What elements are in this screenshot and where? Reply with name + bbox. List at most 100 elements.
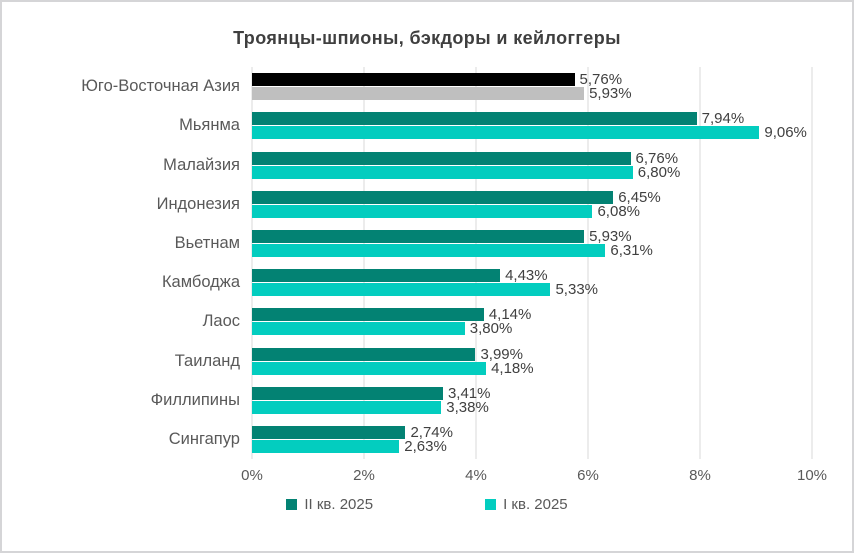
legend-label: I кв. 2025	[503, 496, 568, 513]
category-label: Малайзия	[163, 155, 240, 174]
x-tick-label: 8%	[689, 467, 711, 484]
bar-line-q1-2025: 4,18%	[252, 361, 812, 376]
category-label: Вьетнам	[174, 233, 240, 252]
bar-line-q1-2025: 2,63%	[252, 437, 812, 455]
bar-value-label: 3,80%	[469, 320, 513, 338]
bar-value-label: 6,76%	[635, 149, 679, 167]
bar-line-q1-2025: 9,06%	[252, 124, 812, 142]
bar-group: 7,94% 9,06%	[252, 110, 812, 142]
bar-group: 5,93% 6,31%	[252, 229, 812, 259]
bar-q2-2025	[252, 73, 575, 87]
bar-group: 3,41% 3,38%	[252, 384, 812, 415]
bar-q1-2025	[252, 439, 400, 453]
bar-q2-2025	[252, 269, 501, 283]
bar-line-q1-2025: 5,93%	[252, 85, 812, 103]
category-label: Лаос	[202, 312, 240, 331]
bar-line-q1-2025: 5,33%	[252, 281, 812, 299]
legend-swatch-q1-2025	[485, 499, 497, 510]
category-label: Мьянма	[179, 116, 240, 135]
category-label: Таиланд	[174, 351, 240, 370]
bar-value-label: 9,06%	[764, 124, 807, 142]
bar-value-label: 5,33%	[555, 281, 599, 299]
legend-swatch-q2-2025	[286, 499, 298, 510]
bar-value-label: 6,45%	[618, 188, 661, 206]
bar-value-label: 2,63%	[404, 437, 447, 455]
bar-value-label: 4,43%	[505, 267, 548, 285]
gridline-layer	[251, 67, 813, 459]
bar-group: 4,14% 3,80%	[252, 306, 812, 338]
bar-q2-2025	[252, 190, 614, 204]
bar-q2-2025	[252, 386, 443, 400]
legend-item-q2-2025: II кв. 2025	[286, 496, 373, 513]
bar-q1-2025	[252, 361, 487, 375]
bar-line-q2-2025: 5,76%	[252, 71, 812, 89]
bar-value-label: 5,93%	[589, 85, 632, 103]
category-row: Таиланд 3,99% 4,18%	[2, 341, 852, 380]
bar-group: 5,76% 5,93%	[252, 71, 812, 103]
bar-line-q2-2025: 5,93%	[252, 229, 812, 244]
category-row: Филлипины 3,41% 3,38%	[2, 381, 852, 420]
bar-q2-2025	[252, 425, 406, 439]
bar-value-label: 6,80%	[637, 163, 681, 181]
bar-value-label: 5,76%	[579, 71, 623, 89]
bar-q1-2025	[252, 204, 593, 218]
legend: II кв. 2025 I кв. 2025	[2, 496, 852, 513]
category-label: Юго-Восточная Азия	[81, 77, 240, 96]
category-row: Мьянма 7,94% 9,06%	[2, 106, 852, 145]
x-tick-label: 4%	[465, 467, 487, 484]
category-label: Филлипины	[150, 390, 240, 409]
bar-line-q2-2025: 3,41%	[252, 384, 812, 402]
bar-q1-2025	[252, 126, 760, 140]
bar-q2-2025	[252, 347, 476, 361]
bar-line-q2-2025: 6,45%	[252, 188, 812, 206]
category-row: Малайзия 6,76% 6,80%	[2, 145, 852, 184]
gridline	[699, 67, 701, 459]
bar-q2-2025	[252, 112, 697, 126]
legend-label: II кв. 2025	[304, 496, 374, 513]
gridline	[587, 67, 589, 459]
legend-item-q1-2025: I кв. 2025	[485, 496, 568, 513]
bar-group: 6,76% 6,80%	[252, 149, 812, 181]
bar-q1-2025	[252, 165, 633, 179]
bar-rows: Юго-Восточная Азия 5,76% 5,93% Мьянма 7,94% 9…	[2, 67, 852, 459]
category-label: Камбоджа	[161, 273, 240, 292]
gridline	[811, 67, 813, 459]
category-row: Вьетнам 5,93% 6,31%	[2, 224, 852, 263]
bar-value-label: 6,08%	[597, 202, 641, 220]
x-tick-label: 0%	[241, 467, 263, 484]
bar-q2-2025	[252, 151, 631, 165]
bar-value-label: 4,14%	[488, 306, 532, 324]
category-label: Индонезия	[156, 194, 240, 213]
category-row: Камбоджа 4,43% 5,33%	[2, 263, 852, 302]
bar-line-q1-2025: 6,80%	[252, 163, 812, 181]
bar-q2-2025	[252, 308, 484, 322]
gridline	[251, 67, 253, 459]
bar-line-q2-2025: 7,94%	[252, 110, 812, 128]
category-row: Лаос 4,14% 3,80%	[2, 302, 852, 341]
bar-q1-2025	[252, 400, 442, 414]
bar-line-q1-2025: 3,38%	[252, 400, 812, 415]
x-tick-label: 2%	[353, 467, 375, 484]
bar-line-q2-2025: 4,14%	[252, 306, 812, 324]
bar-value-label: 3,41%	[447, 384, 491, 402]
bar-value-label: 6,31%	[610, 241, 653, 259]
bar-value-label: 7,94%	[701, 110, 745, 128]
plot-area: Юго-Восточная Азия 5,76% 5,93% Мьянма 7,94% 9…	[2, 67, 852, 459]
bar-q1-2025	[252, 322, 465, 336]
bar-line-q1-2025: 6,08%	[252, 202, 812, 220]
bar-group: 2,74% 2,63%	[252, 423, 812, 455]
category-row: Юго-Восточная Азия 5,76% 5,93%	[2, 67, 852, 106]
bar-line-q1-2025: 3,80%	[252, 320, 812, 338]
bar-line-q1-2025: 6,31%	[252, 241, 812, 259]
chart-title: Троянцы-шпионы, бэкдоры и кейлоггеры	[233, 28, 621, 48]
bar-group: 6,45% 6,08%	[252, 188, 812, 220]
bar-line-q2-2025: 3,99%	[252, 347, 812, 362]
bar-q1-2025	[252, 243, 606, 257]
gridline	[475, 67, 477, 459]
bar-group: 3,99% 4,18%	[252, 347, 812, 376]
x-axis: 0% 2% 4% 6% 8% 10%	[241, 459, 827, 487]
bar-q1-2025	[252, 283, 551, 297]
bar-value-label: 2,74%	[410, 423, 453, 441]
category-row: Индонезия 6,45% 6,08%	[2, 185, 852, 224]
